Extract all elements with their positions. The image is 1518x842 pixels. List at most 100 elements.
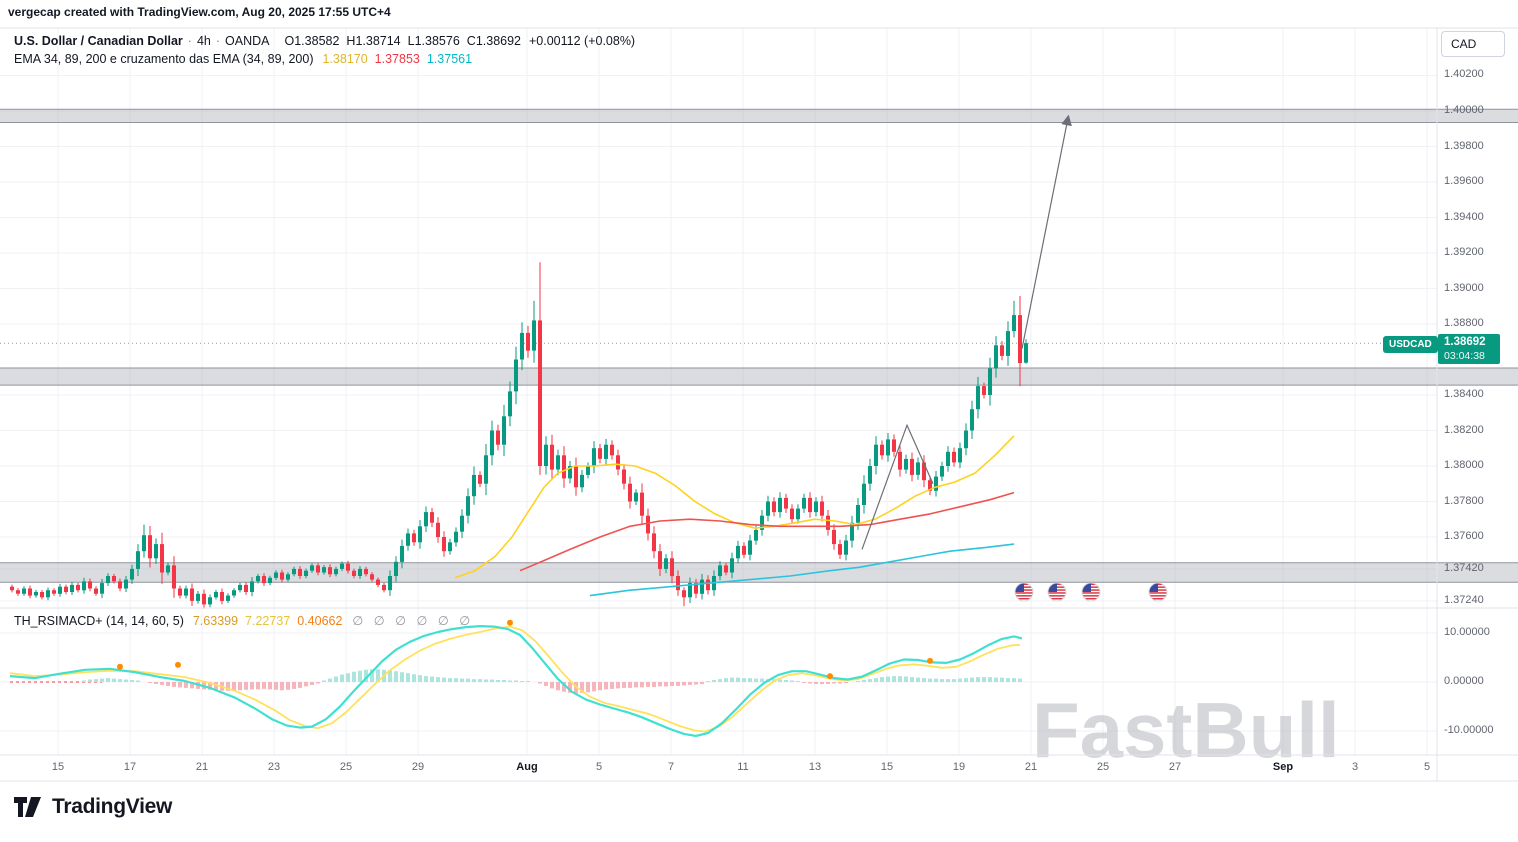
candle-body (910, 458, 914, 475)
sr-zone[interactable] (0, 368, 1518, 385)
time-scale[interactable]: 15 17 21 23 25 29 Aug 5 7 11 13 15 19 21 25 27 Sep 3 5 (0, 755, 1437, 781)
histogram-bar (544, 682, 548, 686)
countdown-timer: 03:04:38 (1444, 350, 1485, 362)
price-axis-label: 1.37600 (1444, 530, 1484, 542)
indicator-label[interactable]: TH_RSIMACD+ (14, 14, 60, 5) (14, 614, 184, 628)
candle-body (676, 576, 680, 591)
histogram-bar (970, 677, 974, 682)
histogram-bar (658, 682, 662, 687)
candle-body (544, 444, 548, 466)
economic-event-flag-icon[interactable] (1014, 582, 1034, 602)
histogram-bar (982, 677, 986, 682)
candle-body (724, 565, 728, 573)
projection-arrow-drawing[interactable] (1021, 114, 1072, 349)
histogram-bar (712, 680, 716, 682)
candle-body (682, 590, 686, 598)
candle-body (772, 501, 776, 513)
candle-body (760, 515, 764, 530)
currency-selector[interactable]: CAD (1441, 31, 1505, 57)
symbol-legend[interactable]: U.S. Dollar / Canadian Dollar · 4h · OANDA O1… (14, 34, 635, 48)
histogram-bar (646, 682, 650, 687)
sr-zone[interactable] (0, 562, 1518, 583)
histogram-bar (514, 680, 518, 682)
candle-body (604, 444, 608, 459)
candle-body (214, 592, 218, 598)
candle-body (346, 563, 350, 571)
histogram-bar (706, 681, 710, 682)
histogram-bar (538, 682, 542, 684)
candle-body (160, 544, 164, 573)
candle-body (556, 455, 560, 470)
economic-event-flag-icon[interactable] (1081, 582, 1101, 602)
histogram-bar (406, 673, 410, 682)
candle-body (64, 586, 68, 592)
candle-body (976, 386, 980, 410)
histogram-bar (946, 679, 950, 682)
candle-body (796, 508, 800, 520)
tradingview-logo-icon (14, 797, 41, 817)
signal-dot (927, 657, 933, 664)
histogram-bar (328, 678, 332, 682)
economic-event-flag-icon[interactable] (1148, 582, 1168, 602)
histogram-bar (370, 669, 374, 682)
candle-body (358, 568, 362, 576)
histogram-bar (820, 682, 824, 684)
ema89-line[interactable] (519, 491, 1015, 572)
histogram-bar (268, 682, 272, 690)
histogram-bar (892, 676, 896, 682)
histogram-bar (232, 682, 236, 691)
candle-body (550, 444, 554, 470)
histogram-bar (604, 682, 608, 690)
candle-body (292, 568, 296, 575)
candle-body (844, 540, 848, 555)
histogram-bar (460, 678, 464, 682)
time-axis-label: 11 (737, 761, 749, 773)
histogram-bar (280, 682, 284, 691)
time-axis-label: 25 (339, 761, 353, 773)
symbol-title[interactable]: U.S. Dollar / Canadian Dollar (14, 34, 183, 48)
histogram-bar (388, 670, 392, 682)
time-axis-label: Sep (1272, 761, 1294, 773)
economic-event-flag-icon[interactable] (1047, 582, 1067, 602)
sr-zone[interactable] (0, 109, 1518, 123)
signal-dot (827, 673, 833, 680)
candle-body (424, 512, 428, 527)
histogram-bar (190, 682, 194, 689)
ema200-line[interactable] (589, 543, 1015, 597)
candle-body (940, 466, 944, 477)
ema-label[interactable]: EMA 34, 89, 200 e cruzamento das EMA (34… (14, 52, 314, 66)
histogram-bar (790, 680, 794, 682)
histogram-bar (886, 676, 890, 682)
histogram-bar (616, 682, 620, 689)
indicator-legend[interactable]: TH_RSIMACD+ (14, 14, 60, 5) 7.63399 7.2273… (14, 613, 470, 628)
time-axis-label: Aug (516, 761, 538, 773)
histogram-bar (226, 682, 230, 691)
time-axis-label: 15 (51, 761, 65, 773)
candle-body (526, 332, 530, 351)
candle-body (100, 583, 104, 594)
histogram-bar (670, 682, 674, 686)
ema34-line[interactable] (454, 435, 1015, 579)
histogram-bar (988, 677, 992, 682)
tradingview-logo[interactable]: TradingView (12, 795, 172, 819)
rsi-yellow-line[interactable] (9, 625, 1021, 733)
histogram-bar (208, 682, 212, 690)
histogram-bar (94, 679, 98, 682)
histogram-bar (724, 678, 728, 682)
candle-body (208, 597, 212, 605)
price-scale[interactable]: 1.40200 1.40000 1.39800 1.39600 1.39400 1.392… (1437, 0, 1518, 781)
ema-legend[interactable]: EMA 34, 89, 200 e cruzamento das EMA (34… (14, 52, 472, 66)
candle-body (148, 535, 152, 559)
histogram-bar (364, 669, 368, 683)
timeframe-label[interactable]: 4h (196, 34, 211, 48)
candle-body (778, 497, 782, 513)
histogram-bar (334, 676, 338, 682)
candle-body (58, 586, 62, 594)
candle-body (640, 492, 644, 516)
candle-body (94, 588, 98, 594)
zigzag-drawing[interactable] (861, 423, 934, 550)
histogram-bar (796, 681, 800, 682)
candle-body (718, 565, 722, 577)
rsi-cyan-line[interactable] (9, 624, 1023, 738)
